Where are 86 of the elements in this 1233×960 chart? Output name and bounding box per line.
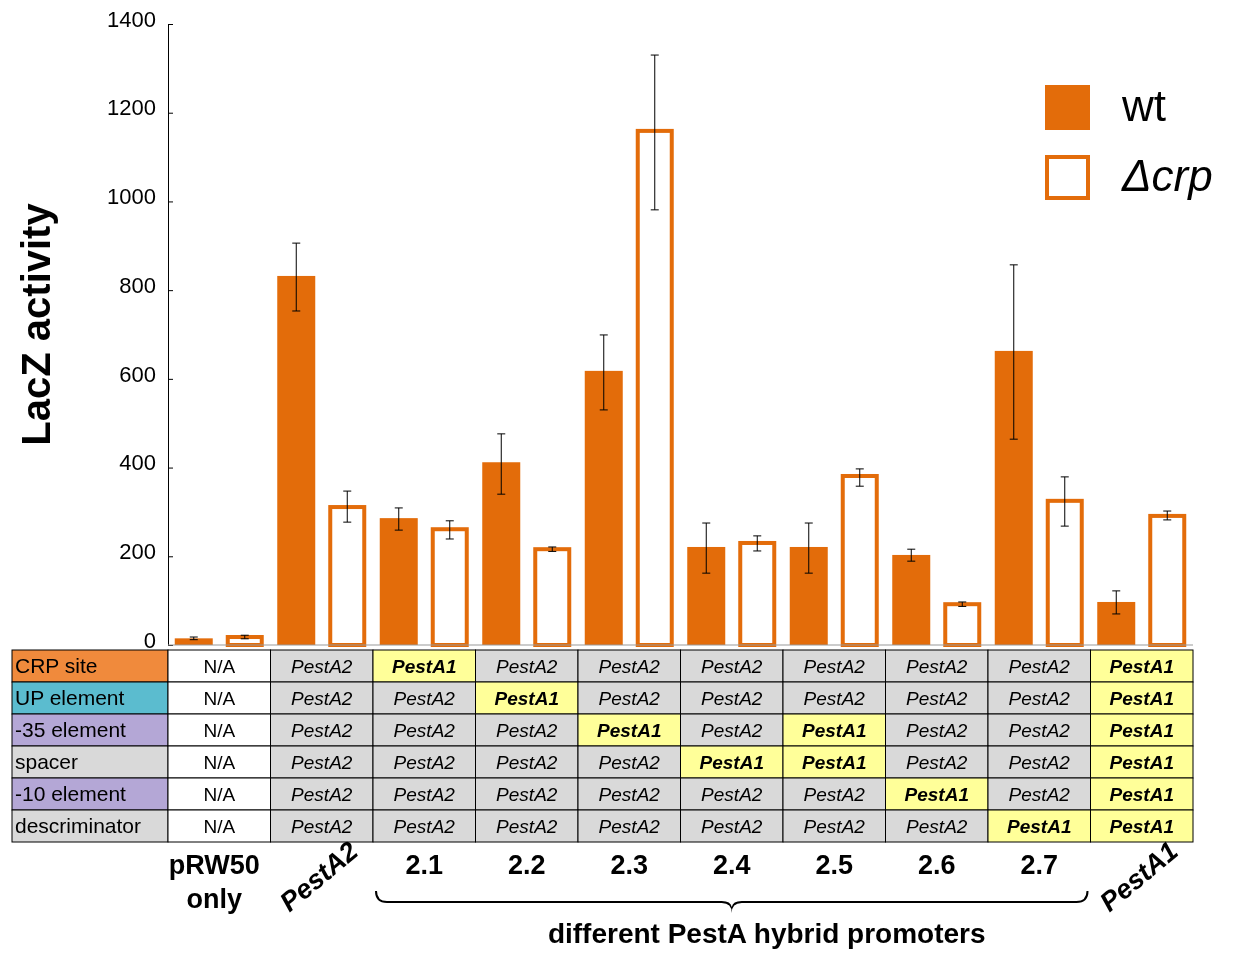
text: PestA2 [393,752,455,773]
text: PestA2 [291,688,353,709]
text: PestA2 [496,816,558,837]
text: PestA1 [1109,688,1174,709]
y-tick-label: UP element [15,686,125,709]
text: PestA2 [1008,656,1070,677]
text: PestA2 [598,656,660,677]
text: PestA2 [291,816,353,837]
text: different PestA hybrid promoters [547,918,986,949]
x-tick-label: 2.1 [405,850,444,880]
text: PestA2 [701,784,763,805]
text: PestA1 [597,720,662,741]
text: PestA1 [904,784,969,805]
text: PestA2 [701,720,763,741]
text: PestA1 [802,720,867,741]
text: PestA1 [494,688,559,709]
text: N/A [203,688,236,709]
text: PestA2 [1008,752,1070,773]
text: PestA2 [803,688,865,709]
text: PestA2 [906,752,968,773]
text: PestA2 [291,656,353,677]
text: N/A [203,816,236,837]
x-tick-label: pRW50 only [168,850,260,914]
text: PestA2 [291,784,353,805]
y-axis-title: LacZ activity [14,202,58,446]
text: PestA2 [1008,720,1070,741]
text: PestA2 [701,816,763,837]
y-tick-label: spacer [15,750,79,773]
legend-label: wt [1121,81,1166,130]
y-tick-label: 1200 [107,95,156,121]
y-tick-label: 200 [119,538,156,564]
y-tick-label: 400 [119,450,156,476]
y-tick-label: -35 element [15,718,127,741]
x-tick-label: 2.2 [507,850,546,880]
text: PestA1 [1109,752,1174,773]
x-tick-label: 2.6 [917,850,956,880]
x-tick-label: 2.5 [815,850,854,880]
text: PestA2 [803,656,865,677]
text: PestA2 [598,688,660,709]
text: PestA2 [393,720,455,741]
y-tick-label: descriminator [15,814,142,837]
text: PestA1 [1109,720,1174,741]
text: PestA1 [1109,656,1174,677]
text: PestA2 [496,720,558,741]
text: PestA2 [598,816,660,837]
text: PestA2 [496,752,558,773]
text: PestA2 [1008,688,1070,709]
text: PestA2 [701,656,763,677]
text: PestA1 [802,752,867,773]
text: PestA2 [906,816,968,837]
text: PestA2 [1008,784,1070,805]
text: PestA2 [906,656,968,677]
text: PestA2 [598,784,660,805]
text: PestA2 [598,752,660,773]
text: PestA2 [906,720,968,741]
text: N/A [203,784,236,805]
text: PestA1 [392,656,457,677]
text: PestA2 [393,816,455,837]
text: PestA2 [291,752,353,773]
text: PestA2 [803,816,865,837]
text: PestA1 [699,752,764,773]
y-tick-label: CRP site [15,654,98,677]
text: N/A [203,720,236,741]
x-tick-label: 2.3 [610,850,649,880]
y-tick-label: 1400 [107,6,156,32]
text: PestA2 [906,688,968,709]
x-tick-label: 2.7 [1020,850,1059,880]
text: PestA2 [496,784,558,805]
y-tick-label: -10 element [15,782,127,805]
y-tick-label: 600 [119,361,156,387]
text: PestA1 [1109,784,1174,805]
text: PestA2 [393,688,455,709]
text: PestA2 [701,688,763,709]
y-tick-label: 800 [119,272,156,298]
text: PestA2 [496,656,558,677]
text: N/A [203,752,236,773]
text: PestA1 [1007,816,1072,837]
text: PestA2 [803,784,865,805]
y-tick-label: 1000 [107,184,156,210]
text: N/A [203,656,236,677]
legend-label: Δcrp [1121,151,1213,200]
y-tick-label: 0 [143,627,156,653]
text: PestA2 [291,720,353,741]
text: PestA1 [1109,816,1174,837]
text: PestA2 [393,784,455,805]
x-tick-label: 2.4 [712,850,751,880]
